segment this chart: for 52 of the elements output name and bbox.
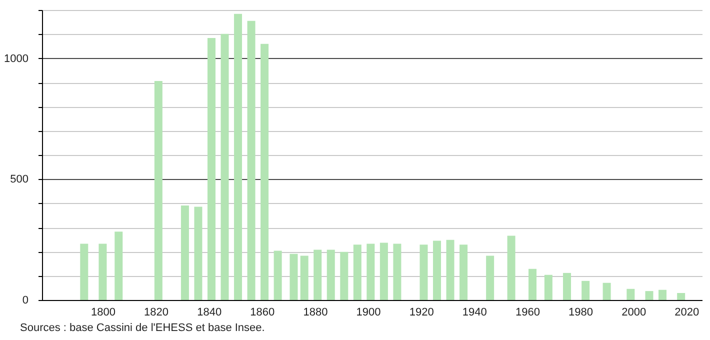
bar — [207, 38, 216, 300]
bar — [626, 288, 635, 300]
bar — [290, 254, 298, 300]
x-tick-label: 1820 — [144, 306, 169, 318]
x-tick-label: 1900 — [356, 306, 381, 318]
bar — [544, 274, 552, 300]
bar — [658, 290, 667, 300]
y-tick-label: 1000 — [4, 52, 28, 65]
bar — [154, 81, 162, 300]
bar — [314, 250, 322, 300]
bar — [274, 250, 282, 300]
bar — [340, 252, 348, 300]
x-tick-label: 1940 — [462, 306, 487, 318]
bar — [326, 250, 335, 300]
bar — [507, 236, 516, 300]
bar — [433, 240, 441, 300]
bar — [300, 256, 308, 300]
x-tick-label: 1800 — [90, 306, 116, 318]
bar — [366, 244, 375, 300]
bar — [393, 244, 402, 300]
x-tick-label: 1860 — [250, 306, 275, 318]
bar — [528, 268, 537, 300]
bar — [602, 282, 611, 300]
bar — [486, 256, 494, 300]
x-tick-label: 1980 — [568, 306, 594, 318]
bar — [380, 242, 388, 300]
bar — [677, 292, 686, 300]
bar — [260, 44, 269, 300]
source-note: Sources : base Cassini de l'EHESS et base Insee. — [20, 322, 265, 334]
bar — [98, 244, 107, 300]
bar — [220, 34, 229, 300]
x-tick-label: 1920 — [409, 306, 434, 318]
bar — [582, 280, 590, 300]
bar — [645, 291, 654, 300]
bar — [80, 244, 88, 300]
bar — [420, 244, 428, 300]
bar — [180, 206, 189, 300]
bar — [446, 240, 454, 300]
y-tick-label: 0 — [22, 294, 28, 306]
bar — [460, 244, 468, 300]
x-tick-label: 2000 — [622, 306, 646, 318]
bar — [247, 20, 256, 300]
x-tick-label: 1960 — [515, 306, 540, 318]
x-tick-label: 2020 — [674, 306, 700, 318]
bar — [563, 272, 571, 300]
x-tick-label: 1880 — [303, 306, 328, 318]
bar — [353, 244, 362, 300]
y-tick-label: 500 — [10, 174, 28, 186]
bar — [234, 14, 242, 300]
bar — [114, 232, 123, 300]
x-tick-label: 1840 — [197, 306, 222, 318]
bar — [194, 206, 202, 300]
